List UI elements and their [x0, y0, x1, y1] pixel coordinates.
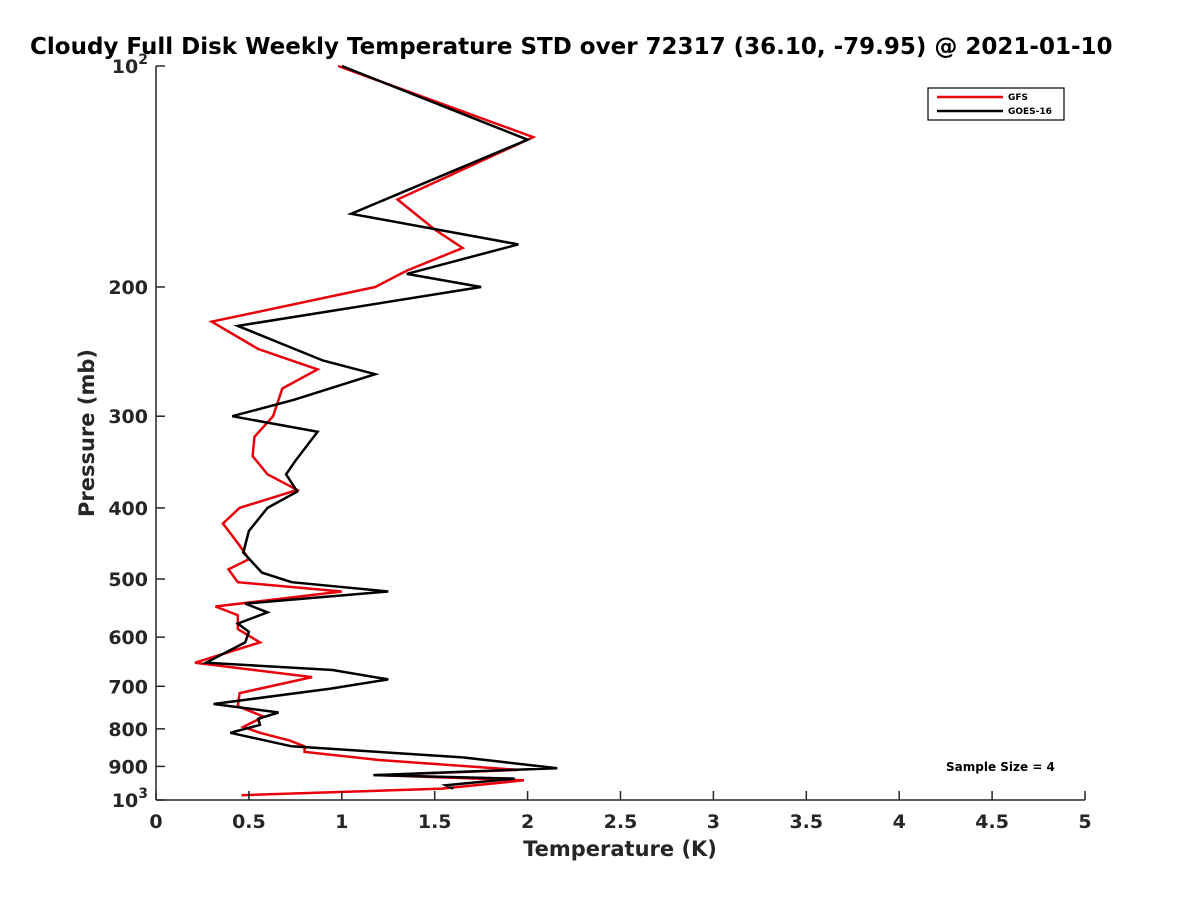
y-tick-label-base: 500: [108, 569, 148, 591]
y-tick-label-exponent: 3: [138, 786, 148, 802]
x-tick-label: 0.5: [232, 811, 266, 833]
y-tick-label: 900: [108, 756, 148, 778]
y-tick-label-base: 10: [112, 56, 138, 78]
series-line-goes-16: [201, 64, 558, 790]
legend: GFS GOES-16: [927, 87, 1065, 121]
x-tick-label: 1: [335, 811, 348, 833]
y-tick-label-base: 800: [108, 719, 148, 741]
plot-lines: [194, 64, 558, 797]
y-tick-label: 200: [108, 277, 148, 299]
y-tick-label: 103: [112, 786, 148, 812]
y-axis-label: Pressure (mb): [75, 349, 99, 517]
x-tick-label: 2.5: [604, 811, 638, 833]
x-tick-label: 3.5: [789, 811, 823, 833]
legend-label: GFS: [1008, 93, 1028, 103]
y-tick-label: 102: [112, 52, 148, 78]
y-tick-label-base: 200: [108, 277, 148, 299]
x-tick-label: 3: [707, 811, 720, 833]
x-ticks: 0 0.5 1 1.5 2 2.5 3 3.5 4 4.5 5: [149, 791, 1092, 833]
y-tick-label: 600: [108, 627, 148, 649]
y-tick-label-base: 400: [108, 498, 148, 520]
x-tick-label: 2: [521, 811, 534, 833]
y-tick-label: 700: [108, 676, 148, 698]
y-tick-label: 500: [108, 569, 148, 591]
y-tick-label-base: 600: [108, 627, 148, 649]
axes: 0 0.5 1 1.5 2 2.5 3 3.5 4 4.5 5 102200300400500600…: [108, 52, 1091, 833]
x-tick-label: 5: [1078, 811, 1091, 833]
y-tick-label-exponent: 2: [138, 52, 148, 68]
x-tick-label: 4: [893, 811, 906, 833]
y-tick-label: 800: [108, 719, 148, 741]
y-tick-label-base: 300: [108, 406, 148, 428]
chart-title: Cloudy Full Disk Weekly Temperature STD …: [30, 34, 1113, 60]
sample-size-annotation: Sample Size = 4: [946, 760, 1055, 774]
x-tick-label: 1.5: [418, 811, 452, 833]
legend-label: GOES-16: [1008, 107, 1052, 117]
x-tick-label: 4.5: [975, 811, 1009, 833]
y-tick-label-base: 900: [108, 756, 148, 778]
y-tick-label: 300: [108, 406, 148, 428]
legend-box: [927, 87, 1065, 121]
x-axis-label: Temperature (K): [523, 837, 717, 861]
y-tick-label-base: 10: [112, 790, 138, 812]
y-tick-label: 400: [108, 498, 148, 520]
y-tick-label-base: 700: [108, 676, 148, 698]
x-tick-label: 0: [149, 811, 162, 833]
